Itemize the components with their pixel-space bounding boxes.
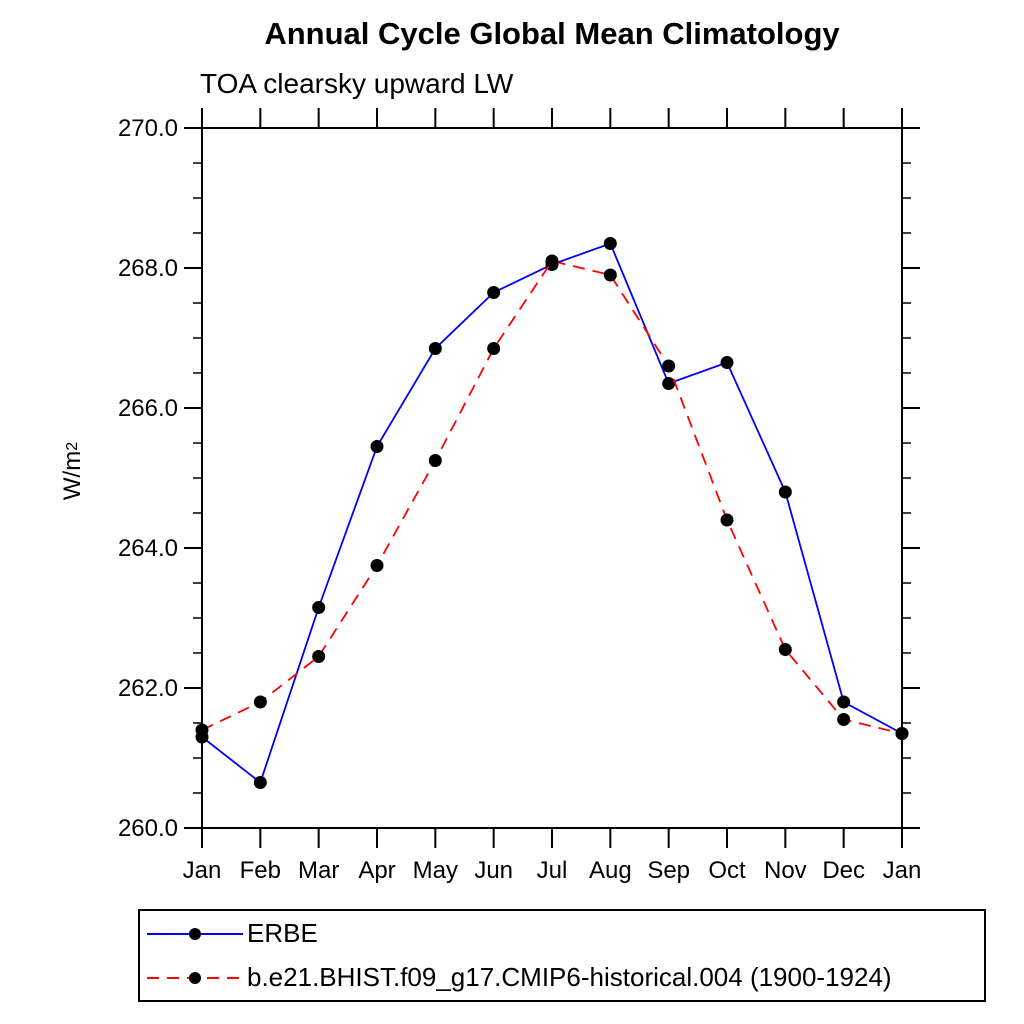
legend-label-erbe: ERBE [247, 918, 318, 948]
series-model [195, 254, 909, 740]
y-tick-label: 268.0 [118, 255, 178, 282]
series-erbe [195, 237, 909, 789]
data-point [312, 601, 326, 614]
data-point [662, 377, 676, 390]
data-point [603, 268, 617, 282]
x-tick-label: Jul [537, 857, 568, 884]
x-tick-label: Jan [183, 857, 222, 884]
erbe-sample-marker [189, 927, 201, 940]
x-axis: Jan Feb Mar Apr May Jun Jul Aug Sep Oct Nov Dec Jan [183, 108, 922, 884]
data-point [837, 713, 851, 726]
chart-title: Annual Cycle Global Mean Climatology [264, 16, 840, 51]
erbe-line [201, 242, 903, 784]
legend-item-model: b.e21.BHIST.f09_g17.CMIP6-historical.004… [140, 957, 984, 999]
data-point [603, 237, 617, 250]
x-tick-label: Mar [298, 857, 339, 884]
data-point [487, 286, 501, 299]
y-tick-label: 270.0 [118, 115, 178, 142]
x-tick-label: May [413, 857, 458, 884]
y-tick-label: 262.0 [118, 675, 178, 702]
data-point [720, 356, 734, 369]
x-tick-label: Jun [474, 857, 513, 884]
data-point [253, 776, 267, 789]
data-point [370, 440, 384, 453]
data-point [720, 513, 734, 527]
data-point [312, 650, 326, 663]
x-tick-label: Oct [708, 857, 746, 884]
data-point [895, 727, 909, 740]
model-sample-marker [189, 971, 201, 984]
data-point [837, 695, 851, 709]
y-tick-label: 266.0 [118, 395, 178, 422]
data-point [778, 643, 792, 656]
y-tick-label: 260.0 [118, 815, 178, 842]
y-tick-label: 264.0 [118, 535, 178, 562]
plot-box [201, 127, 903, 829]
x-tick-label: Aug [589, 857, 632, 884]
legend-label-model: b.e21.BHIST.f09_g17.CMIP6-historical.004… [247, 962, 892, 992]
model-line [201, 259, 903, 735]
y-axis: 270.0 268.0 266.0 264.0 262.0 260.0 [118, 115, 920, 842]
x-tick-label: Sep [647, 857, 690, 884]
data-point [428, 454, 442, 467]
data-point [195, 723, 209, 737]
x-tick-label: Feb [240, 857, 281, 884]
x-tick-label: Dec [822, 857, 865, 884]
data-point [487, 342, 501, 355]
model-line-sample [147, 971, 243, 984]
x-tick-label: Apr [358, 857, 395, 884]
erbe-line-sample [147, 927, 243, 940]
data-point [778, 485, 792, 499]
data-point [428, 342, 442, 355]
chart-subtitle: TOA clearsky upward LW [200, 68, 514, 99]
legend-box: ERBE b.e21.BHIST.f09_g17.CMIP6-historica… [138, 909, 986, 1002]
data-point [253, 695, 267, 709]
legend-item-erbe: ERBE [140, 913, 984, 955]
data-point [545, 254, 559, 268]
x-tick-label: Jan [883, 857, 922, 884]
data-point [662, 359, 676, 373]
x-tick-label: Nov [764, 857, 807, 884]
data-point [370, 559, 384, 572]
